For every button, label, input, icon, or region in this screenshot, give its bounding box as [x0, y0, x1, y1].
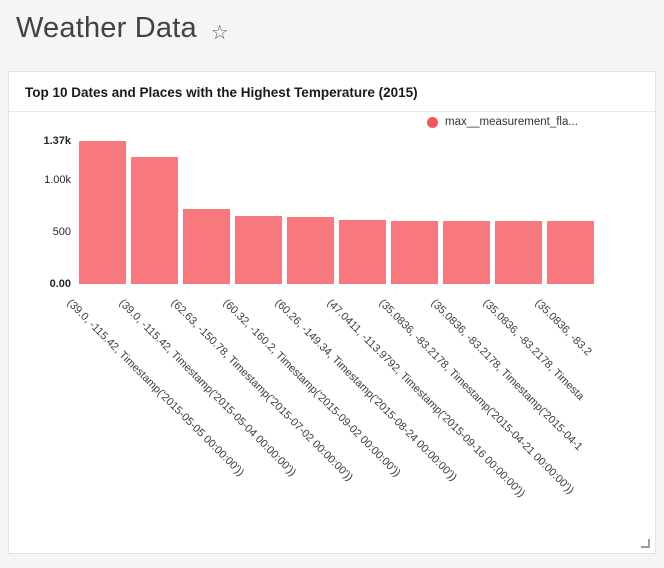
page-title: Weather Data: [16, 12, 197, 44]
y-axis-tick: 0.00: [49, 278, 71, 290]
bar[interactable]: [547, 221, 594, 284]
legend-label: max__measurement_fla...: [445, 116, 578, 128]
bar[interactable]: [131, 156, 178, 284]
page-header: Weather Data ☆: [0, 0, 664, 45]
x-axis-label: (39.0, -115.42, Timestamp('2015-05-05 00…: [64, 297, 247, 479]
chart-card: Top 10 Dates and Places with the Highest…: [8, 71, 656, 554]
x-axis-label: (60.26, -149.34, Timestamp('2015-08-24 0…: [272, 297, 460, 484]
bar[interactable]: [183, 208, 230, 284]
x-axis-label: (35.0836, -83.2178, Timesta: [480, 297, 587, 403]
legend-item[interactable]: max__measurement_fla...: [427, 116, 578, 128]
x-axis-label: (62.63, -150.78, Timestamp('2015-07-02 0…: [168, 297, 356, 484]
bar[interactable]: [339, 220, 386, 284]
bar[interactable]: [287, 217, 334, 284]
bar[interactable]: [235, 216, 282, 284]
star-icon[interactable]: ☆: [210, 22, 229, 44]
x-axis-label: (47.0411, -113.9792, Timestamp('2015-09-…: [324, 297, 528, 500]
resize-handle-icon[interactable]: [641, 539, 650, 548]
legend-dot-icon: [427, 116, 438, 128]
chart-title: Top 10 Dates and Places with the Highest…: [25, 85, 418, 100]
bar[interactable]: [391, 220, 438, 284]
plot-clip: 0.00 500 1.00k 1.37k (39.0, -115.42, Timesta…: [9, 72, 631, 553]
bar[interactable]: [495, 221, 542, 284]
card-divider: [9, 111, 655, 112]
y-axis-tick: 1.00k: [44, 173, 71, 186]
x-axis-label: (60.32, -160.2, Timestamp('2015-09-02 00…: [220, 297, 403, 480]
y-axis-tick: 1.37k: [43, 135, 71, 147]
x-axis-label: (39.0, -115.42, Timestamp('2015-05-04 00…: [116, 297, 299, 479]
bar[interactable]: [79, 141, 126, 284]
y-axis-tick: 500: [52, 225, 71, 238]
bar[interactable]: [443, 220, 490, 284]
x-axis-label: (35.0836, -83.2178, Timestamp('2015-04-2…: [376, 297, 577, 497]
